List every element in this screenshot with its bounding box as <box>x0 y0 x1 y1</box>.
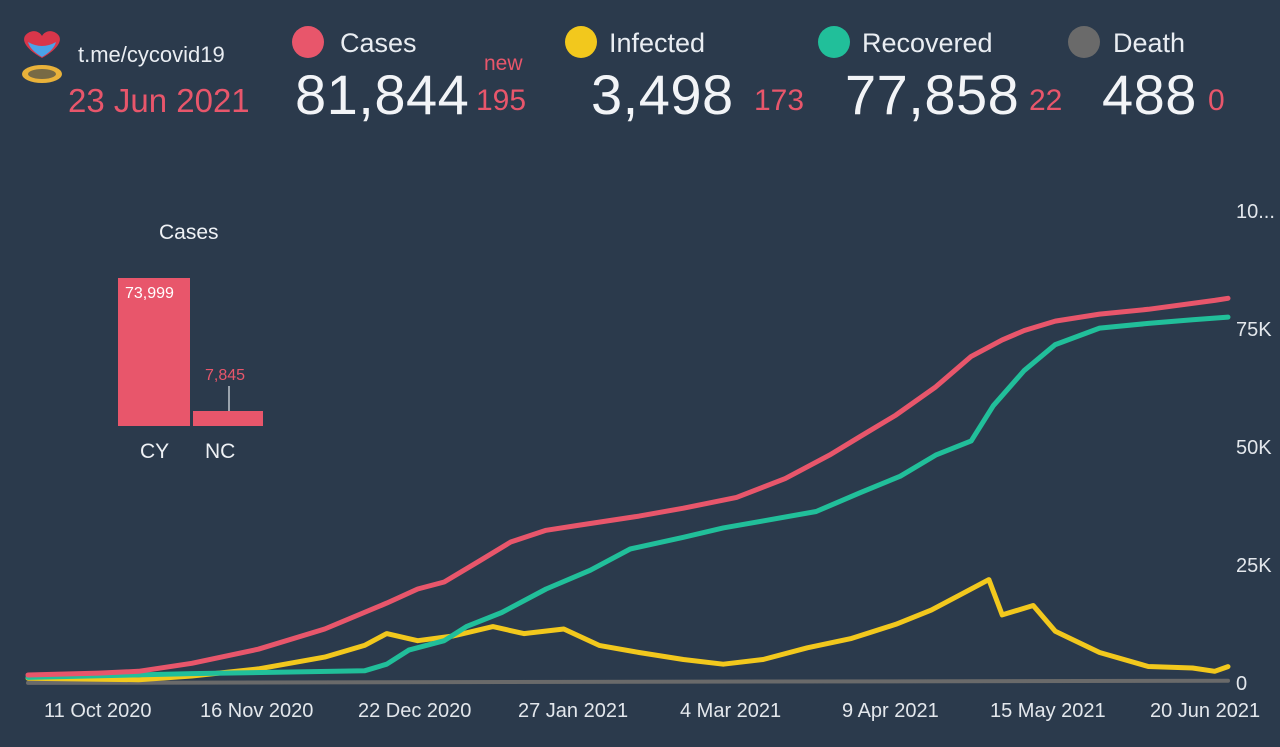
new-label: new <box>484 52 523 75</box>
x-tick-label: 20 Jun 2021 <box>1150 700 1261 722</box>
x-tick-label: 4 Mar 2021 <box>680 700 782 722</box>
series-line-death <box>26 678 1230 685</box>
recovered-value: 77,858 <box>845 63 1020 126</box>
y-tick-label: 0 <box>1236 673 1248 695</box>
mini-bar-nc <box>193 411 263 426</box>
series-line-cases <box>25 295 1231 678</box>
recovered-new: 22 <box>1029 84 1063 117</box>
cases-label: Cases <box>340 28 417 58</box>
y-tick-label: 50K <box>1236 437 1272 459</box>
x-tick-label: 27 Jan 2021 <box>518 700 629 722</box>
x-tick-label: 9 Apr 2021 <box>842 700 939 722</box>
channel-link[interactable]: t.me/cycovid19 <box>78 42 225 67</box>
infected-legend-dot <box>565 26 597 58</box>
mini-chart-title: Cases <box>159 221 219 244</box>
mini-cat-nc: NC <box>205 440 236 463</box>
cases-value: 81,844 <box>295 63 470 126</box>
series-line-recovered <box>25 314 1231 680</box>
mini-bar-cy <box>118 278 190 426</box>
mini-bar-cy-label: 73,999 <box>125 285 174 302</box>
series-line-infected <box>25 577 1231 683</box>
recovered-label: Recovered <box>862 28 993 58</box>
death-new: 0 <box>1208 84 1225 117</box>
y-tick-label: 25K <box>1236 555 1272 577</box>
x-tick-label: 11 Oct 2020 <box>44 700 152 722</box>
infected-label: Infected <box>609 28 706 58</box>
death-label: Death <box>1113 28 1186 58</box>
death-value: 488 <box>1102 63 1197 126</box>
x-tick-label: 22 Dec 2020 <box>358 700 472 722</box>
y-tick-label: 10... <box>1236 201 1275 223</box>
mini-bar-nc-label: 7,845 <box>205 367 246 384</box>
cases-new: 195 <box>476 84 527 117</box>
x-tick-label: 16 Nov 2020 <box>200 700 314 722</box>
cases-legend-dot <box>292 26 324 58</box>
infected-new: 173 <box>754 84 805 117</box>
report-date: 23 Jun 2021 <box>68 82 250 119</box>
x-tick-label: 15 May 2021 <box>990 700 1106 722</box>
y-tick-label: 75K <box>1236 319 1272 341</box>
recovered-legend-dot <box>818 26 850 58</box>
death-legend-dot <box>1068 26 1100 58</box>
infected-value: 3,498 <box>591 63 734 126</box>
heart-logo-icon <box>22 31 62 83</box>
mini-cat-cy: CY <box>140 440 170 463</box>
mini-bar-nc-leader <box>228 386 230 411</box>
